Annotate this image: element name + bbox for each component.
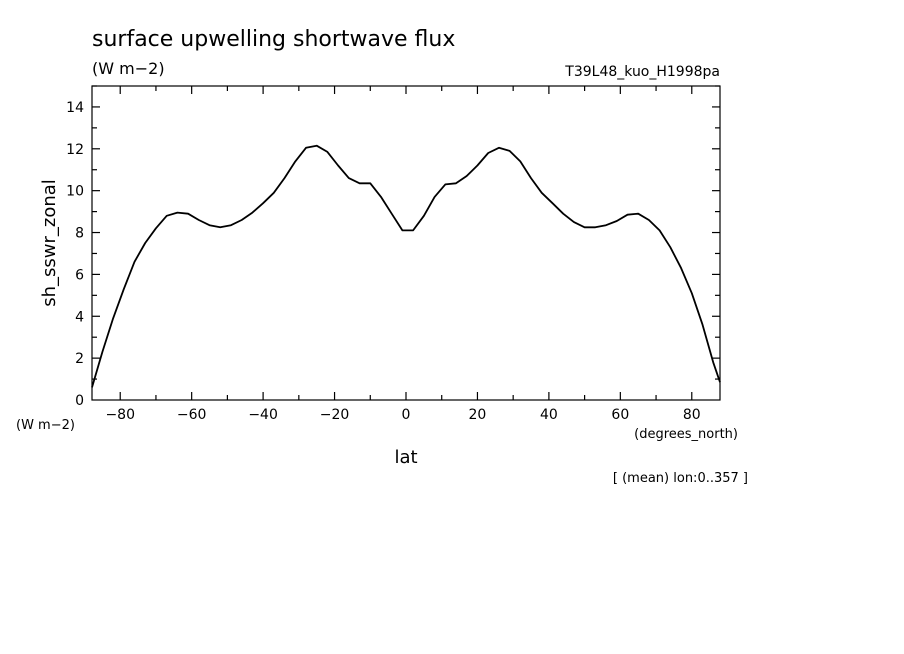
x-tick-label: 0: [402, 407, 411, 423]
axis-tick-labels: −80 −60 −40 −20 0 20 40 60 80 0 2 4 6 8 10 12 14: [66, 100, 701, 423]
title-units: (W m−2): [92, 59, 165, 78]
footnote: [ (mean) lon:0..357 ]: [613, 471, 748, 486]
y-tick-label: 0: [75, 393, 84, 409]
y-tick-label: 12: [66, 142, 84, 158]
series-line: [91, 144, 721, 388]
axis-ticks: [92, 85, 720, 400]
x-tick-label: −60: [177, 407, 207, 423]
x-tick-label: −20: [320, 407, 350, 423]
y-tick-label: 8: [75, 226, 84, 242]
x-tick-label: −40: [248, 407, 278, 423]
y-tick-label: 4: [75, 309, 84, 325]
y-tick-label: 6: [75, 267, 84, 283]
x-tick-label: 80: [683, 407, 701, 423]
chart-title: surface upwelling shortwave flux: [92, 27, 455, 52]
dataset-label: T39L48_kuo_H1998pa: [564, 64, 720, 80]
y-tick-label: 2: [75, 351, 84, 367]
x-tick-label: 40: [540, 407, 558, 423]
x-tick-label: −80: [105, 407, 135, 423]
plot-frame: [91, 85, 721, 401]
plot-frame-group: [91, 85, 721, 401]
y-tick-label: 10: [66, 184, 84, 200]
y-axis-units: (W m−2): [16, 418, 75, 433]
y-tick-label: 14: [66, 100, 84, 116]
x-tick-label: 60: [611, 407, 629, 423]
x-axis-label: lat: [394, 447, 417, 468]
x-axis-units: (degrees_north): [634, 427, 738, 442]
y-axis-label: sh_sswr_zonal: [39, 179, 60, 307]
x-tick-label: 20: [469, 407, 487, 423]
